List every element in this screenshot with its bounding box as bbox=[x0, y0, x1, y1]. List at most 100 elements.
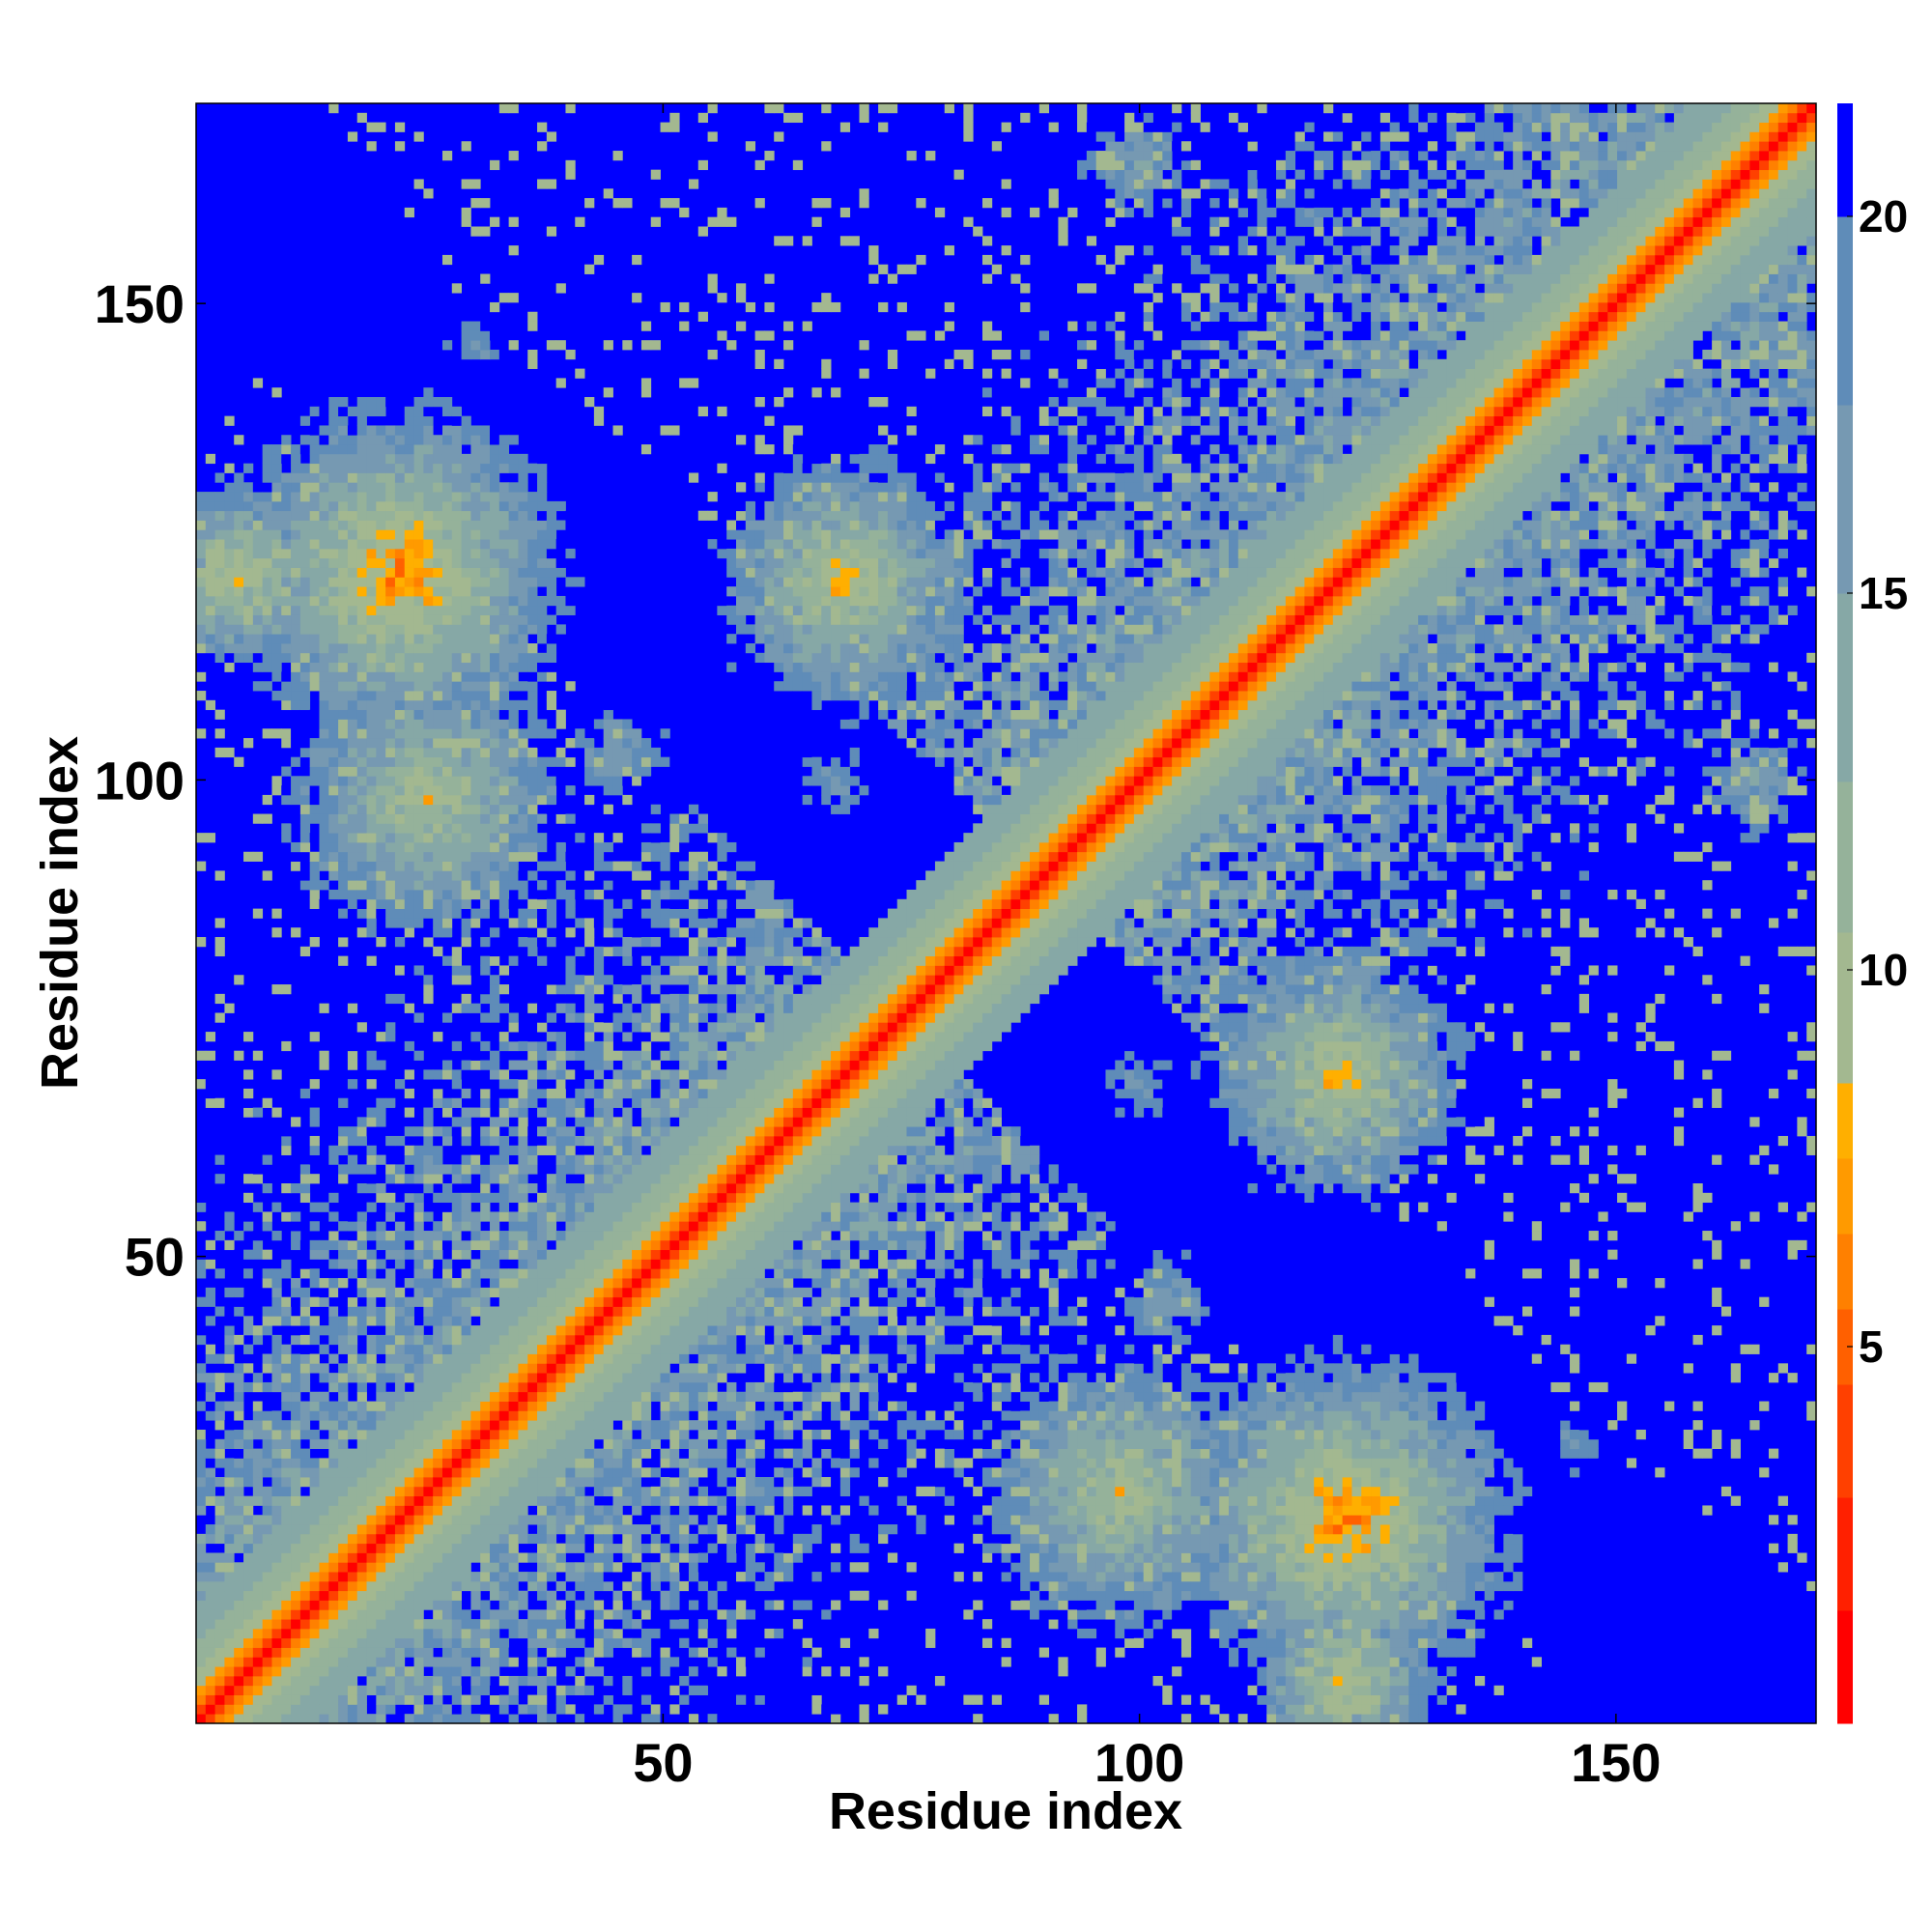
heatmap-cell bbox=[338, 1135, 349, 1147]
heatmap-cell bbox=[480, 482, 491, 493]
heatmap-cell bbox=[490, 785, 500, 796]
heatmap-cell bbox=[451, 1524, 462, 1535]
heatmap-cell bbox=[376, 1704, 386, 1715]
heatmap-cell bbox=[555, 851, 566, 862]
heatmap-cell bbox=[205, 595, 216, 607]
heatmap-cell bbox=[214, 1353, 225, 1364]
heatmap-cell bbox=[347, 1050, 358, 1061]
heatmap-cell bbox=[328, 634, 339, 644]
heatmap-cell bbox=[527, 1572, 538, 1582]
heatmap-cell bbox=[565, 159, 576, 171]
heatmap-cell bbox=[470, 330, 481, 341]
heatmap-cell bbox=[291, 1714, 301, 1724]
heatmap-cell bbox=[527, 662, 538, 672]
heatmap-cell bbox=[433, 794, 443, 806]
heatmap-cell bbox=[490, 823, 500, 834]
heatmap-cell bbox=[480, 1477, 491, 1488]
heatmap-cell bbox=[243, 1572, 254, 1582]
heatmap-cell bbox=[413, 1600, 424, 1610]
heatmap-cell bbox=[319, 747, 329, 758]
heatmap-cell bbox=[441, 1164, 453, 1175]
heatmap-cell bbox=[612, 1590, 623, 1601]
heatmap-cell bbox=[404, 1363, 414, 1374]
heatmap-cell bbox=[537, 141, 548, 152]
heatmap-cell bbox=[632, 1590, 642, 1601]
heatmap-cell bbox=[271, 1202, 282, 1212]
heatmap-cell bbox=[338, 766, 349, 777]
heatmap-cell bbox=[376, 1117, 386, 1127]
heatmap-cell bbox=[518, 1268, 528, 1279]
heatmap-cell bbox=[498, 1524, 510, 1535]
heatmap-cell bbox=[470, 500, 481, 512]
heatmap-cell bbox=[660, 1268, 670, 1279]
heatmap-cell bbox=[205, 699, 216, 711]
heatmap-cell bbox=[281, 1505, 292, 1516]
heatmap-cell bbox=[347, 1524, 358, 1535]
heatmap-cell bbox=[498, 1647, 510, 1658]
heatmap-cell bbox=[669, 1486, 680, 1497]
heatmap-cell bbox=[252, 492, 264, 502]
heatmap-cell bbox=[252, 681, 264, 692]
heatmap-cell bbox=[584, 1429, 595, 1440]
heatmap-cell bbox=[291, 861, 301, 871]
heatmap-cell bbox=[328, 1306, 339, 1317]
heatmap-cell bbox=[423, 435, 434, 445]
heatmap-cell bbox=[555, 595, 566, 607]
heatmap-cell bbox=[404, 595, 414, 607]
heatmap-cell bbox=[555, 1183, 566, 1194]
heatmap-cell bbox=[338, 1174, 349, 1184]
heatmap-cell bbox=[366, 1334, 377, 1346]
heatmap-cell bbox=[490, 1458, 500, 1468]
heatmap-cell bbox=[413, 681, 424, 692]
heatmap-cell bbox=[555, 1069, 566, 1080]
heatmap-cell bbox=[376, 1296, 386, 1307]
heatmap-cell bbox=[299, 548, 311, 559]
heatmap-cell bbox=[196, 1657, 207, 1667]
heatmap-cell bbox=[433, 529, 443, 540]
heatmap-cell bbox=[575, 1486, 585, 1497]
heatmap-cell bbox=[546, 756, 557, 767]
heatmap-cell bbox=[584, 1391, 595, 1402]
heatmap-cell bbox=[234, 1580, 244, 1592]
heatmap-cell bbox=[394, 804, 406, 814]
heatmap-cell bbox=[394, 1524, 406, 1535]
heatmap-cell bbox=[413, 709, 424, 720]
heatmap-cell bbox=[584, 1268, 595, 1279]
heatmap-cell bbox=[385, 1032, 396, 1042]
heatmap-cell bbox=[356, 747, 367, 758]
heatmap-cell bbox=[451, 520, 462, 530]
heatmap-cell bbox=[356, 1562, 367, 1573]
heatmap-cell bbox=[508, 918, 519, 928]
heatmap-cell bbox=[224, 1429, 235, 1440]
heatmap-cell bbox=[347, 1580, 358, 1592]
heatmap-cell bbox=[214, 595, 225, 607]
heatmap-cell bbox=[423, 1363, 434, 1374]
heatmap-cell bbox=[385, 397, 396, 408]
heatmap-cell bbox=[413, 794, 424, 806]
heatmap-cell bbox=[537, 614, 548, 625]
heatmap-cell bbox=[252, 1694, 264, 1705]
heatmap-cell bbox=[518, 1363, 528, 1374]
heatmap-cell bbox=[291, 444, 301, 455]
heatmap-cell bbox=[660, 1079, 670, 1090]
heatmap-cell bbox=[328, 103, 339, 114]
heatmap-cell bbox=[640, 1107, 652, 1118]
heatmap-cell bbox=[660, 1344, 670, 1354]
heatmap-cell bbox=[385, 1657, 396, 1667]
heatmap-cell bbox=[461, 937, 471, 948]
heatmap-cell bbox=[394, 1231, 406, 1241]
heatmap-cell bbox=[470, 577, 481, 587]
heatmap-cell bbox=[640, 975, 652, 985]
heatmap-cell bbox=[546, 577, 557, 587]
heatmap-cell bbox=[433, 1306, 443, 1317]
heatmap-cell bbox=[319, 841, 329, 853]
heatmap-cell bbox=[433, 1694, 443, 1705]
heatmap-cell bbox=[546, 1353, 557, 1364]
heatmap-cell bbox=[537, 937, 548, 948]
heatmap-cell bbox=[508, 1239, 519, 1251]
heatmap-cell bbox=[537, 1145, 548, 1155]
heatmap-cell bbox=[262, 1467, 272, 1478]
heatmap-cell bbox=[565, 1524, 576, 1535]
heatmap-cell bbox=[299, 1609, 311, 1620]
heatmap-cell bbox=[441, 1107, 453, 1118]
